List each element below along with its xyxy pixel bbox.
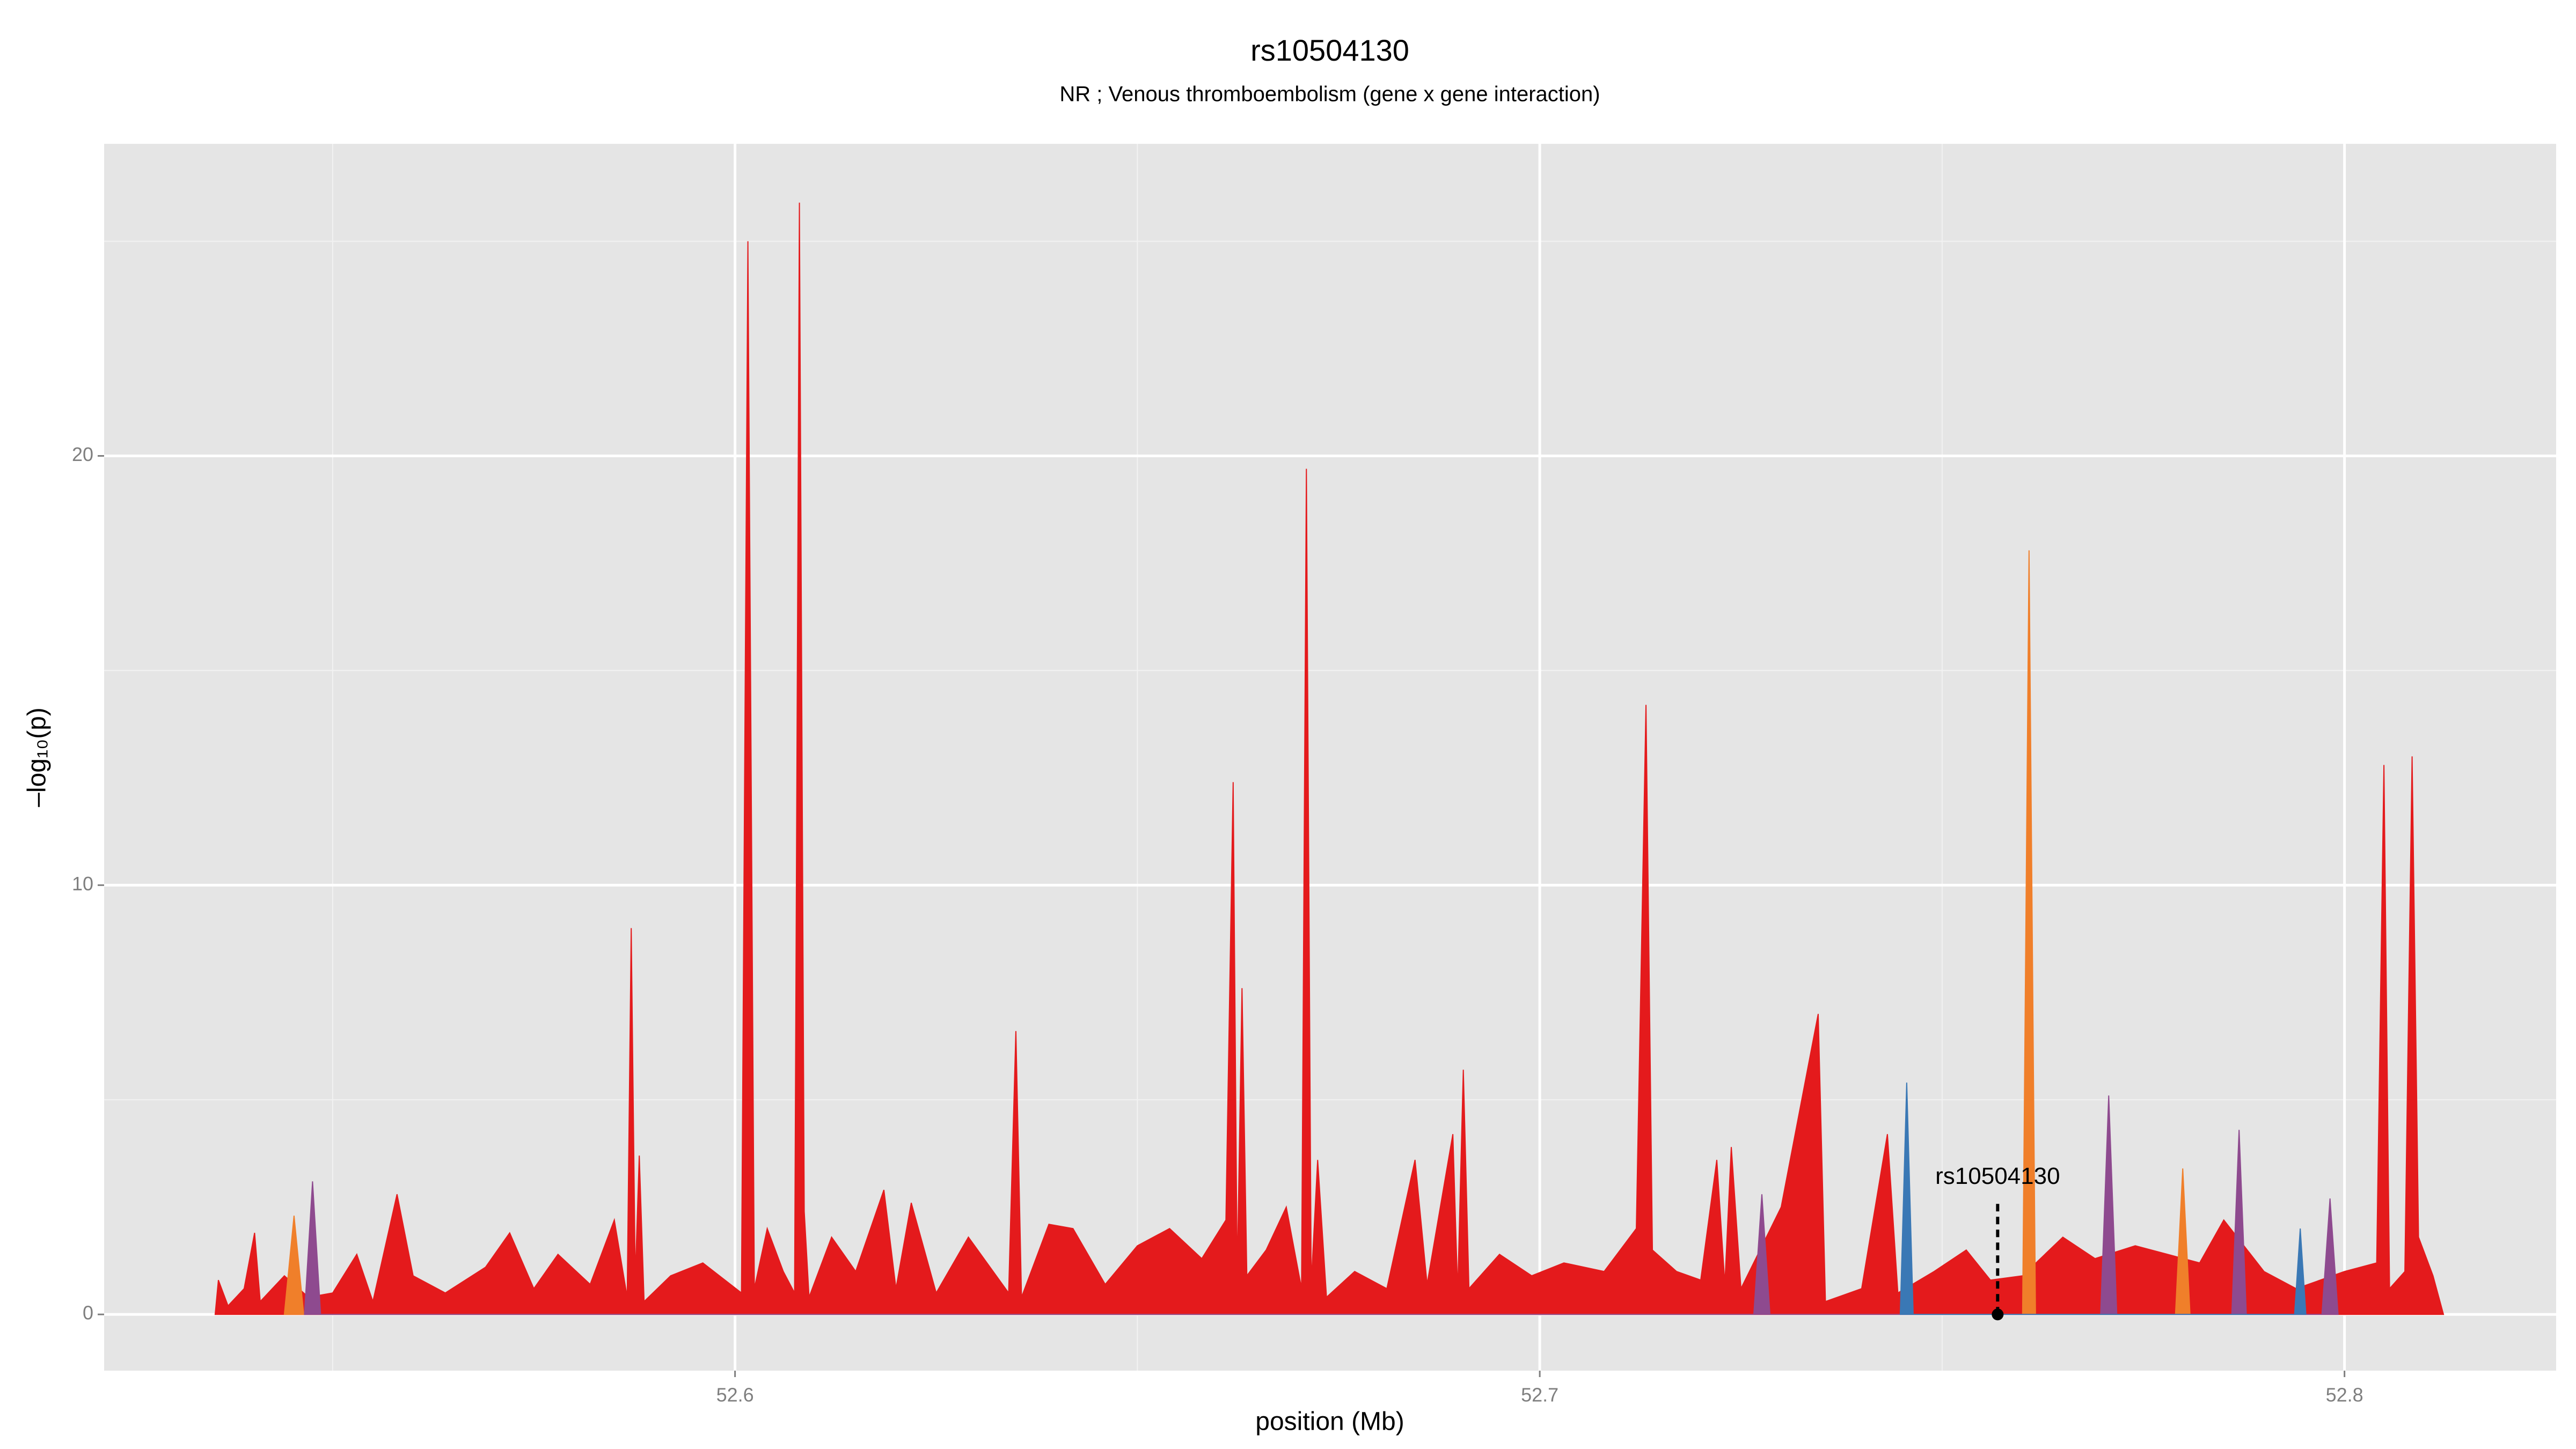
annotation-label: rs10504130 — [1935, 1163, 2060, 1189]
x-tick-label: 52.8 — [2326, 1384, 2363, 1406]
x-tick-label: 52.6 — [716, 1384, 754, 1406]
area — [283, 550, 2191, 1315]
area — [214, 202, 2445, 1315]
x-tick-label: 52.7 — [1521, 1384, 1558, 1406]
chart-subtitle: NR ; Venous thromboembolism (gene x gene… — [1059, 83, 1600, 106]
y-tick-label: 10 — [72, 873, 93, 895]
x-axis-label: position (Mb) — [1255, 1408, 1404, 1436]
annotation-point — [1992, 1308, 2004, 1321]
area — [304, 1095, 2339, 1315]
y-tick-label: 0 — [83, 1302, 93, 1324]
y-tick-label: 20 — [72, 443, 93, 465]
plot-panel — [104, 144, 2556, 1371]
y-axis-label: –log₁₀(p) — [23, 707, 52, 807]
chart-title: rs10504130 — [1250, 33, 1409, 67]
area — [1899, 1082, 2307, 1315]
